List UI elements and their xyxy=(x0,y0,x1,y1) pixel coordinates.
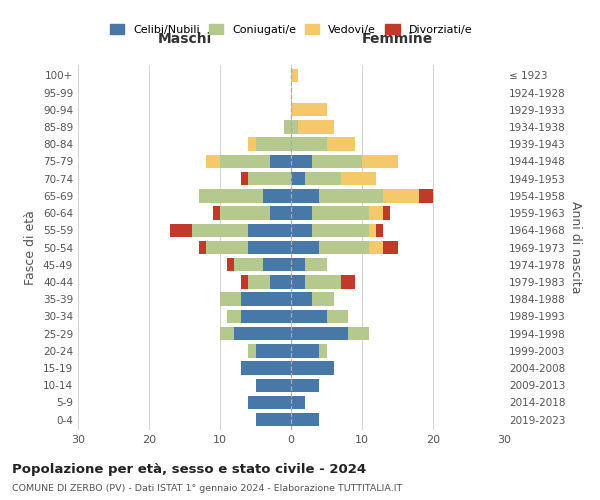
Bar xyxy=(220,292,241,306)
Bar xyxy=(383,206,391,220)
Bar xyxy=(341,275,355,288)
Bar xyxy=(305,172,341,186)
Bar xyxy=(313,154,362,168)
Bar xyxy=(319,241,369,254)
Bar xyxy=(256,413,291,426)
Bar xyxy=(248,138,256,151)
Y-axis label: Anni di nascita: Anni di nascita xyxy=(569,201,582,294)
Bar xyxy=(227,258,234,272)
Bar xyxy=(256,138,291,151)
Bar xyxy=(227,310,241,323)
Bar xyxy=(298,120,334,134)
Bar xyxy=(220,154,270,168)
Bar xyxy=(313,206,369,220)
Bar xyxy=(383,189,419,202)
Bar xyxy=(291,120,298,134)
Bar xyxy=(369,241,383,254)
Bar xyxy=(270,275,291,288)
Bar xyxy=(291,396,305,409)
Bar xyxy=(305,275,341,288)
Bar xyxy=(291,258,305,272)
Text: Femmine: Femmine xyxy=(362,32,433,46)
Bar xyxy=(206,154,220,168)
Bar xyxy=(383,241,398,254)
Bar xyxy=(362,154,398,168)
Bar xyxy=(326,138,355,151)
Y-axis label: Fasce di età: Fasce di età xyxy=(25,210,37,285)
Bar xyxy=(284,120,291,134)
Bar xyxy=(376,224,383,237)
Bar xyxy=(270,154,291,168)
Bar xyxy=(248,224,291,237)
Bar xyxy=(291,103,326,117)
Text: COMUNE DI ZERBO (PV) - Dati ISTAT 1° gennaio 2024 - Elaborazione TUTTITALIA.IT: COMUNE DI ZERBO (PV) - Dati ISTAT 1° gen… xyxy=(12,484,402,493)
Bar xyxy=(220,327,234,340)
Bar xyxy=(291,310,326,323)
Bar xyxy=(419,189,433,202)
Bar xyxy=(291,138,326,151)
Bar xyxy=(291,378,319,392)
Bar xyxy=(270,206,291,220)
Text: Maschi: Maschi xyxy=(157,32,212,46)
Bar xyxy=(291,206,313,220)
Bar xyxy=(291,224,313,237)
Bar xyxy=(319,189,383,202)
Bar xyxy=(199,241,206,254)
Bar xyxy=(369,206,383,220)
Bar xyxy=(291,327,348,340)
Bar xyxy=(234,258,263,272)
Bar xyxy=(313,292,334,306)
Bar xyxy=(291,241,319,254)
Bar xyxy=(319,344,326,358)
Bar xyxy=(220,206,270,220)
Bar xyxy=(170,224,191,237)
Bar xyxy=(348,327,369,340)
Bar xyxy=(248,396,291,409)
Bar xyxy=(263,258,291,272)
Bar xyxy=(263,189,291,202)
Bar xyxy=(241,275,248,288)
Bar xyxy=(248,275,270,288)
Bar xyxy=(313,224,369,237)
Bar xyxy=(241,292,291,306)
Bar xyxy=(248,241,291,254)
Bar xyxy=(291,362,334,374)
Bar xyxy=(291,275,305,288)
Bar xyxy=(241,310,291,323)
Bar xyxy=(341,172,376,186)
Legend: Celibi/Nubili, Coniugati/e, Vedovi/e, Divorziati/e: Celibi/Nubili, Coniugati/e, Vedovi/e, Di… xyxy=(106,20,476,39)
Bar xyxy=(291,292,313,306)
Bar xyxy=(291,413,319,426)
Bar xyxy=(291,68,298,82)
Bar xyxy=(256,344,291,358)
Bar xyxy=(326,310,348,323)
Bar xyxy=(305,258,326,272)
Text: Popolazione per età, sesso e stato civile - 2024: Popolazione per età, sesso e stato civil… xyxy=(12,462,366,475)
Bar xyxy=(291,172,305,186)
Bar xyxy=(234,327,291,340)
Bar xyxy=(213,206,220,220)
Bar xyxy=(291,154,313,168)
Bar xyxy=(241,362,291,374)
Bar xyxy=(291,189,319,202)
Bar xyxy=(206,241,248,254)
Bar xyxy=(248,344,256,358)
Bar xyxy=(191,224,248,237)
Bar xyxy=(199,189,263,202)
Bar xyxy=(248,172,291,186)
Bar xyxy=(241,172,248,186)
Bar xyxy=(291,344,319,358)
Bar xyxy=(369,224,376,237)
Bar xyxy=(256,378,291,392)
